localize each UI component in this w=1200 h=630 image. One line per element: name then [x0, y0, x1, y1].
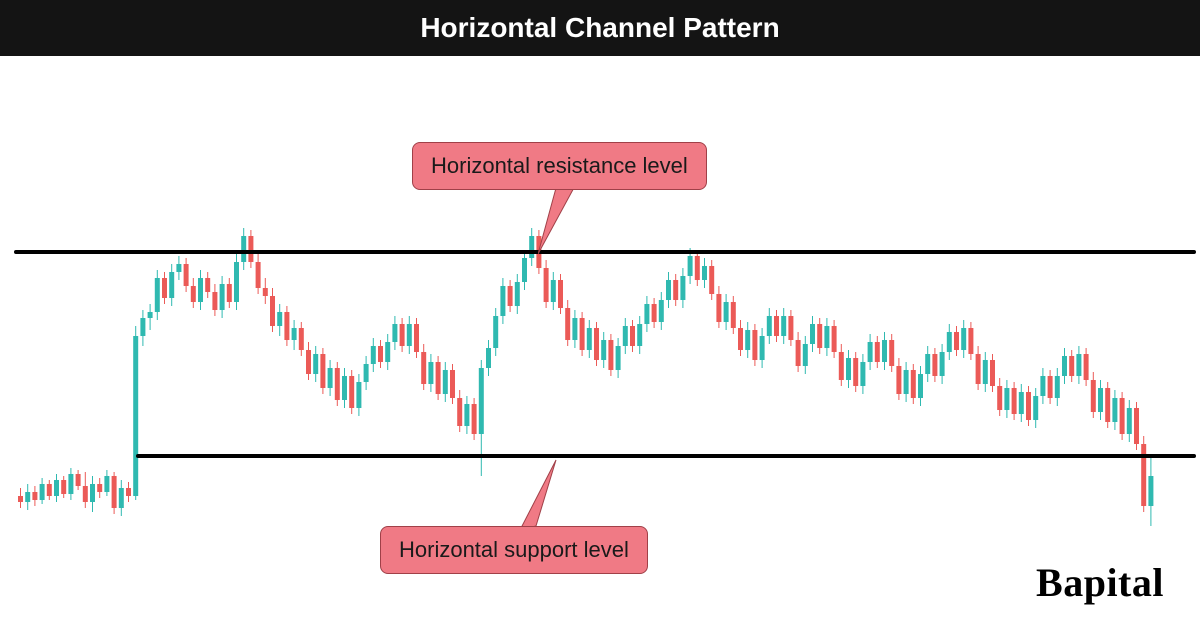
brand-logo: Bapital [1036, 559, 1164, 606]
page-title: Horizontal Channel Pattern [420, 12, 779, 44]
title-bar: Horizontal Channel Pattern [0, 0, 1200, 56]
callout-resistance: Horizontal resistance level [412, 142, 707, 190]
callout-pointer-bottom [512, 458, 560, 530]
callout-pointer-top [538, 184, 586, 256]
chart-area: Horizontal resistance level Horizontal s… [0, 56, 1200, 630]
callout-support: Horizontal support level [380, 526, 648, 574]
